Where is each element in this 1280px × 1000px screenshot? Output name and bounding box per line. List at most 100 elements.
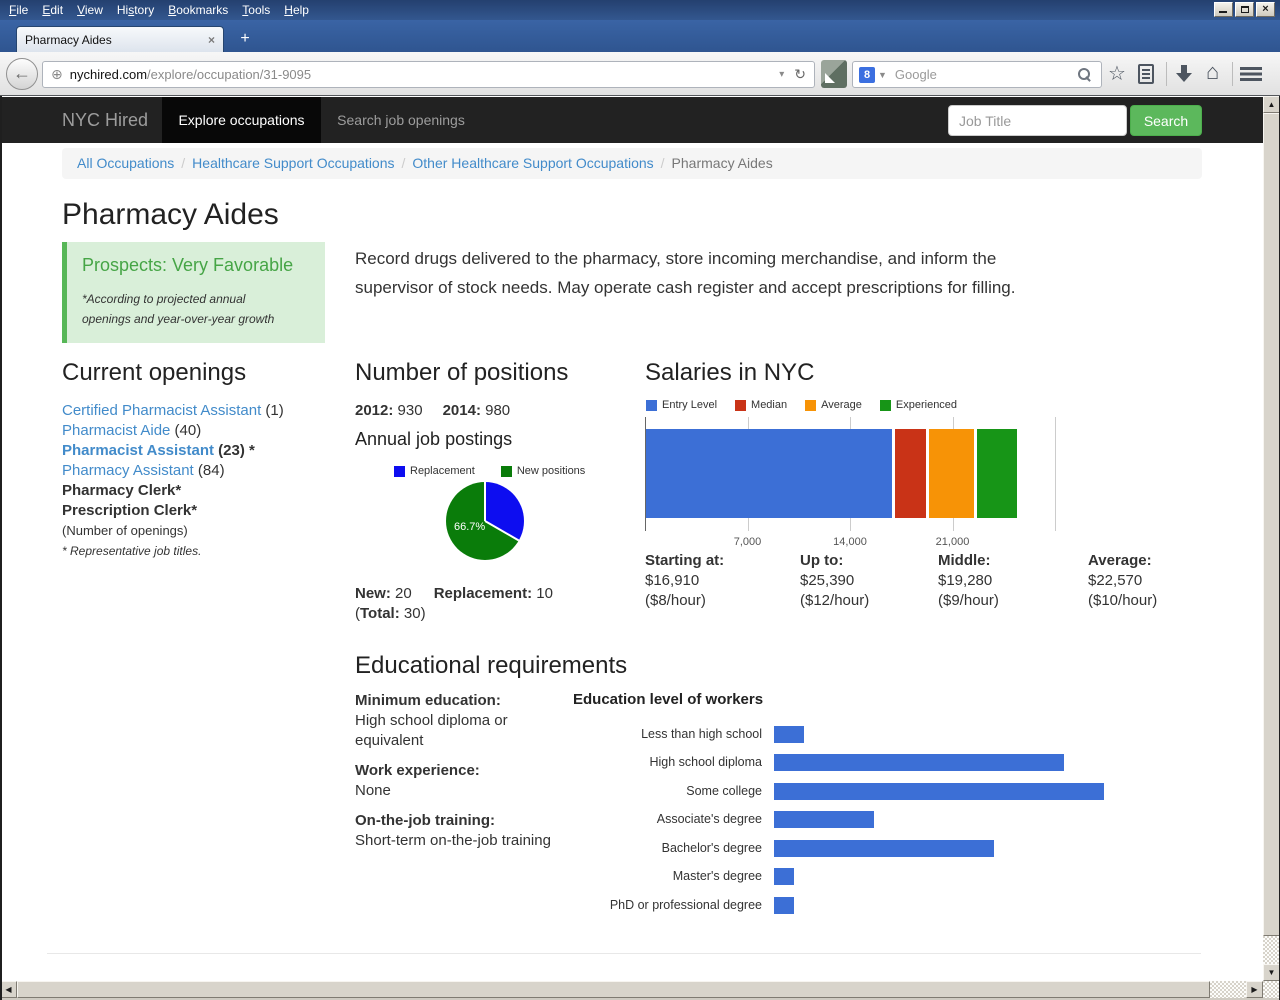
scroll-up-button[interactable]: ▲ <box>1263 96 1280 113</box>
back-button[interactable]: ← <box>6 58 38 90</box>
current-openings-heading: Current openings <box>62 359 247 386</box>
bookmark-star-icon[interactable]: ☆ <box>1108 63 1126 85</box>
legend-item-median: Median <box>735 399 787 411</box>
menu-view[interactable]: View <box>77 3 103 17</box>
restore-button[interactable] <box>1235 2 1254 17</box>
search-engine-dropdown-icon[interactable]: ▼ <box>878 69 887 80</box>
education-bar-label: High school diploma <box>649 755 762 769</box>
opening-count: (40) <box>170 422 202 439</box>
salary-caption-label: Up to: <box>800 552 844 569</box>
tab-strip: Pharmacy Aides × + <box>0 20 1280 52</box>
opening-title: Pharmacy Clerk* <box>62 482 182 499</box>
save-to-pocket-icon[interactable] <box>821 60 847 88</box>
opening-title[interactable]: Pharmacist Aide <box>62 422 171 439</box>
minimize-button[interactable] <box>1214 2 1233 17</box>
scrollbar-corner <box>1263 981 1280 1000</box>
menu-edit[interactable]: Edit <box>42 3 64 17</box>
menu-bookmarks[interactable]: Bookmarks <box>168 3 229 17</box>
vertical-scrollbar[interactable]: ▲ ▼ <box>1263 96 1280 981</box>
opening-item: Pharmacist Assistant (23) * <box>62 441 284 461</box>
menu-file[interactable]: File <box>9 3 29 17</box>
toolbar-separator <box>1166 62 1167 86</box>
url-dropdown-icon[interactable]: ▾ <box>779 69 785 80</box>
pie-slice-divider <box>484 520 520 542</box>
breadcrumb-separator: / <box>660 155 665 171</box>
opening-item: Pharmacist Aide (40) <box>62 421 284 441</box>
salary-caption-label: Middle: <box>938 552 991 569</box>
horizontal-scroll-thumb[interactable] <box>17 981 1210 998</box>
education-fact-value: High school diploma or <box>355 712 508 729</box>
education-bar-label: Bachelor's degree <box>661 841 762 855</box>
prospects-heading: Prospects: Very Favorable <box>82 255 294 275</box>
job-search-button[interactable]: Search <box>1130 105 1202 136</box>
downloads-icon[interactable] <box>1174 64 1194 84</box>
legend-label: Average <box>821 399 862 411</box>
nav-item-search-jobs[interactable]: Search job openings <box>337 112 465 128</box>
scroll-left-button[interactable]: ◀ <box>0 981 17 998</box>
opening-title[interactable]: Pharmacist Assistant <box>62 442 215 459</box>
browser-tab[interactable]: Pharmacy Aides × <box>16 26 224 52</box>
menu-bar: File Edit View History Bookmarks Tools Help <box>0 3 316 17</box>
tab-close-icon[interactable]: × <box>207 32 215 47</box>
home-icon[interactable]: ⌂ <box>1206 59 1220 84</box>
salary-tick-label: 21,000 <box>935 536 970 548</box>
pie-data-label: 66.7% <box>454 521 486 533</box>
total-label: Total: <box>360 605 400 622</box>
browser-search-box[interactable]: 8 ▼ Google <box>852 61 1102 88</box>
new-tab-button[interactable]: + <box>240 30 250 47</box>
stat-value: 10 <box>532 585 553 602</box>
menu-help[interactable]: Help <box>284 3 309 17</box>
education-fact: Work experience: None <box>355 761 565 801</box>
menu-hamburger-icon[interactable] <box>1240 67 1262 81</box>
salary-caption-value: $16,910 <box>645 572 700 589</box>
postings-stats: New: 20 Replacement: 10 <box>355 585 553 602</box>
legend-item-new-positions: New positions <box>500 465 585 477</box>
openings-note: * Representative job titles. <box>62 544 202 558</box>
salary-caption-value: $25,390 <box>800 572 855 589</box>
opening-title[interactable]: Pharmacy Assistant <box>62 462 194 479</box>
reload-icon[interactable]: ↻ <box>794 66 806 82</box>
description-line: Record drugs delivered to the pharmacy, … <box>355 249 997 268</box>
legend-swatch <box>879 399 891 411</box>
opening-title[interactable]: Certified Pharmacist Assistant <box>62 402 262 419</box>
url-bar[interactable]: ⊕ nychired.com /explore/occupation/31-90… <box>42 61 815 88</box>
education-heading: Educational requirements <box>355 652 628 679</box>
horizontal-scrollbar[interactable]: ◀ ▶ <box>0 981 1263 998</box>
breadcrumb-separator: / <box>401 155 406 171</box>
education-bar <box>774 868 794 885</box>
legend-label: Median <box>751 399 788 411</box>
opening-count: (1) <box>261 402 284 419</box>
nav-item-explore[interactable]: Explore occupations <box>162 97 321 143</box>
menu-tools[interactable]: Tools <box>242 3 271 17</box>
breadcrumb-link[interactable]: All Occupations <box>77 155 175 171</box>
bookmarks-menu-icon[interactable] <box>1138 64 1154 84</box>
postings-total: (Total: 30) <box>355 605 426 622</box>
scroll-down-button[interactable]: ▼ <box>1263 964 1280 981</box>
year-value: 930 <box>393 402 423 419</box>
vertical-scroll-thumb[interactable] <box>1263 113 1280 936</box>
breadcrumb-link[interactable]: Other Healthcare Support Occupations <box>412 155 654 171</box>
salary-caption-value: $19,280 <box>938 572 993 589</box>
site-brand[interactable]: NYC Hired <box>62 110 149 130</box>
description-line: supervisor of stock needs. May operate c… <box>355 278 1016 297</box>
page-title: Pharmacy Aides <box>62 198 279 231</box>
close-button[interactable]: × <box>1256 2 1275 17</box>
salary-segment-median <box>894 429 927 518</box>
breadcrumb-link[interactable]: Healthcare Support Occupations <box>192 155 395 171</box>
prospects-panel: Prospects: Very Favorable *According to … <box>62 242 325 343</box>
legend-item-replacement: Replacement <box>394 465 475 477</box>
legend-swatch <box>394 465 405 477</box>
salary-tick-label: 7,000 <box>733 536 762 548</box>
opening-count: (23) * <box>214 442 255 459</box>
legend-swatch <box>735 399 747 411</box>
scroll-right-button[interactable]: ▶ <box>1246 981 1263 998</box>
search-icon[interactable] <box>1077 67 1093 83</box>
positions-years: 2012: 930 2014: 980 <box>355 402 510 419</box>
close-icon: × <box>1262 3 1269 15</box>
salary-legend: Entry Level Median Average Experienced <box>646 399 957 411</box>
salary-caption: Starting at: $16,910 ($8/hour) <box>645 551 724 611</box>
education-fact-label: Work experience: <box>355 762 480 779</box>
job-title-input[interactable] <box>948 105 1127 136</box>
menu-history[interactable]: History <box>116 3 155 17</box>
education-chart-heading: Education level of workers <box>573 691 764 708</box>
